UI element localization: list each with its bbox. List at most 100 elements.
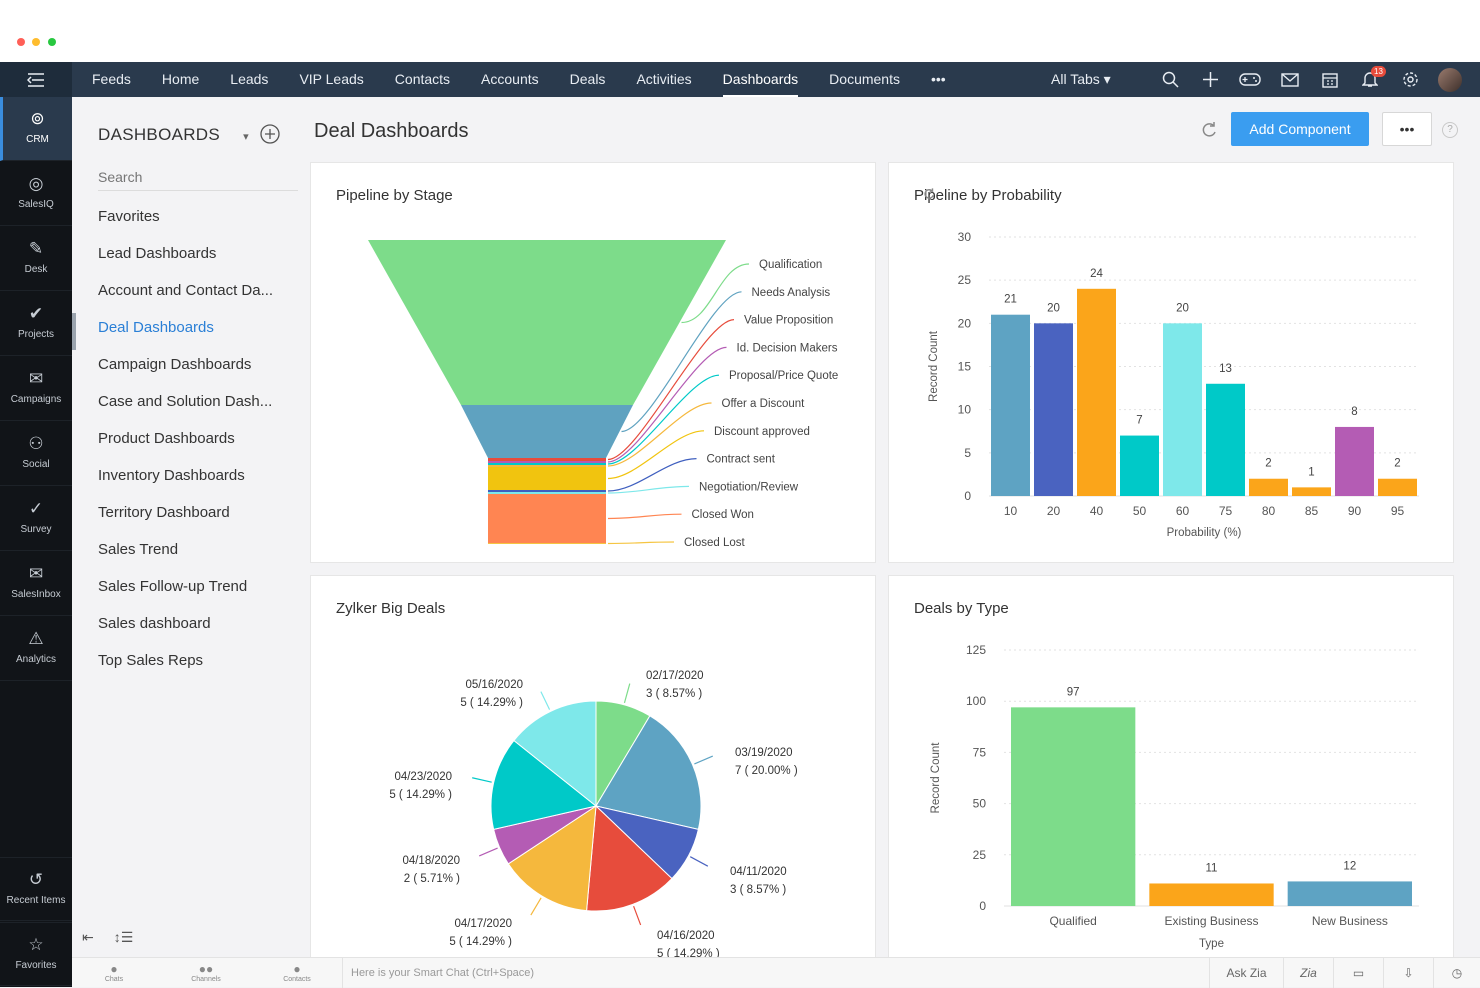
menu-toggle-icon[interactable]: [0, 62, 72, 97]
y-tick-label: 25: [958, 273, 972, 287]
reorder-list-icon[interactable]: ↕☰: [113, 929, 134, 945]
bell-icon[interactable]: 13: [1350, 62, 1390, 97]
campaigns-icon: ✉: [28, 369, 44, 388]
tab-more[interactable]: •••: [930, 71, 946, 87]
help-icon[interactable]: ?: [1442, 122, 1458, 138]
y-tick-label: 0: [964, 489, 971, 503]
contacts-tab[interactable]: ● Contacts: [272, 962, 322, 983]
rail-item-campaigns[interactable]: ✉ Campaigns: [0, 357, 72, 421]
gear-icon[interactable]: [1390, 62, 1430, 97]
zia-icon[interactable]: Zia: [1283, 958, 1333, 988]
all-tabs-dropdown[interactable]: All Tabs ▾: [1051, 71, 1111, 87]
tab-deals[interactable]: Deals: [569, 71, 606, 87]
sidebar-footer: ⇤ ↕☰: [82, 929, 133, 946]
sidebar-item-account-and-contact-da[interactable]: Account and Contact Da...: [98, 282, 274, 299]
data-label: 1: [1308, 466, 1314, 478]
pipeline-probability-title: Pipeline by Probability: [914, 187, 1062, 204]
data-label: 12: [1343, 860, 1356, 872]
bar-85: [1292, 487, 1331, 496]
tab-documents[interactable]: Documents: [829, 71, 900, 87]
minimize-window-dot[interactable]: [32, 38, 40, 46]
rail-item-analytics[interactable]: ⚠ Analytics: [0, 617, 72, 681]
data-label: 7: [1136, 415, 1142, 427]
add-component-button[interactable]: Add Component: [1231, 112, 1369, 146]
sidebar-item-inventory-dashboards[interactable]: Inventory Dashboards: [98, 467, 245, 484]
funnel-segment-8: [488, 490, 606, 492]
add-circle-icon[interactable]: [260, 124, 280, 144]
sidebar-item-sales-trend[interactable]: Sales Trend: [98, 541, 179, 558]
pie-label-date: 05/16/2020: [465, 679, 523, 691]
rail-item-recent-items[interactable]: ↺ Recent Items: [0, 857, 72, 921]
bar-90: [1335, 426, 1374, 496]
sidebar-item-favorites[interactable]: Favorites: [98, 208, 160, 225]
pipeline-by-stage-card: Pipeline by Stage Qualification Needs Ana…: [310, 162, 876, 563]
rail-item-favorites[interactable]: ☆ Favorites: [0, 922, 72, 986]
tab-leads[interactable]: Leads: [230, 71, 269, 87]
funnel-label: Qualification: [759, 259, 822, 271]
refresh-icon[interactable]: [1199, 120, 1219, 140]
tab-contacts[interactable]: Contacts: [394, 71, 451, 87]
smart-chat-input[interactable]: Here is your Smart Chat (Ctrl+Space): [342, 958, 1208, 988]
user-avatar[interactable]: [1430, 62, 1470, 97]
more-options-button[interactable]: •••: [1382, 112, 1432, 146]
x-tick-label: 85: [1305, 504, 1319, 518]
rail-item-desk[interactable]: ✎ Desk: [0, 227, 72, 291]
sidebar-item-deal-dashboards[interactable]: Deal Dashboards: [98, 319, 214, 336]
sidebar-item-sales-dashboard[interactable]: Sales dashboard: [98, 615, 211, 632]
tab-accounts[interactable]: Accounts: [481, 71, 539, 87]
rail-item-projects[interactable]: ✔ Projects: [0, 292, 72, 356]
funnel-segment-11: [488, 543, 606, 544]
sidebar-item-sales-follow-up-trend[interactable]: Sales Follow-up Trend: [98, 578, 248, 595]
plus-icon[interactable]: [1190, 62, 1230, 97]
tab-activities[interactable]: Activities: [636, 71, 692, 87]
sidebar-item-product-dashboards[interactable]: Product Dashboards: [98, 430, 235, 447]
funnel-label: Offer a Discount: [722, 398, 806, 410]
tab-dashboards[interactable]: Dashboards: [722, 62, 799, 97]
projects-icon: ✔: [28, 304, 44, 323]
bar-50: [1120, 435, 1159, 496]
sidebar-item-case-and-solution-dash[interactable]: Case and Solution Dash...: [98, 393, 273, 410]
collapse-sidebar-icon[interactable]: ⇤: [82, 929, 94, 945]
pie-leader-line: [540, 691, 551, 710]
chevron-down-icon[interactable]: ▾: [243, 131, 249, 143]
channels-tab[interactable]: ●● Channels: [181, 962, 231, 983]
download-icon[interactable]: ⇩: [1383, 958, 1433, 988]
pie-label-value: 2 ( 5.71% ): [404, 873, 460, 885]
x-axis-label: Probability (%): [1167, 527, 1242, 539]
y-tick-label: 30: [958, 230, 972, 244]
search-icon[interactable]: [1150, 62, 1190, 97]
alarm-clock-icon[interactable]: ◷: [1433, 958, 1480, 988]
sidebar-item-top-sales-reps[interactable]: Top Sales Reps: [98, 652, 204, 669]
data-label: 2: [1265, 458, 1271, 470]
x-tick-label: 10: [1004, 504, 1018, 518]
tab-feeds[interactable]: Feeds: [92, 71, 131, 87]
deals-type-title: Deals by Type: [914, 600, 1009, 617]
maximize-window-dot[interactable]: [48, 38, 56, 46]
ask-zia-button[interactable]: Ask Zia: [1209, 958, 1283, 988]
rail-item-social[interactable]: ⚇ Social: [0, 422, 72, 486]
mail-icon[interactable]: [1270, 62, 1310, 97]
pie-label-value: 5 ( 14.29% ): [449, 936, 512, 948]
calendar-icon[interactable]: [1310, 62, 1350, 97]
deals-by-type-card: Deals by Type 0 25 50 75 100 125 97 Qualified 11…: [888, 575, 1454, 960]
pie-leader-line: [633, 905, 642, 926]
tab-home[interactable]: Home: [161, 71, 200, 87]
chart-refresh-icon[interactable]: [922, 187, 936, 201]
data-label: 20: [1047, 302, 1060, 314]
chats-tab[interactable]: ● Chats: [89, 962, 139, 983]
document-icon[interactable]: ▭: [1333, 958, 1383, 988]
sidebar-item-territory-dashboard[interactable]: Territory Dashboard: [98, 504, 230, 521]
funnel-label: Closed Lost: [684, 537, 746, 549]
rail-item-crm[interactable]: ⊚ CRM: [0, 97, 72, 161]
rail-item-salesinbox[interactable]: ✉ SalesInbox: [0, 552, 72, 616]
sidebar-item-campaign-dashboards[interactable]: Campaign Dashboards: [98, 356, 252, 373]
sidebar-item-lead-dashboards[interactable]: Lead Dashboards: [98, 245, 217, 262]
gamepad-icon[interactable]: [1230, 62, 1270, 97]
pie-leader-line: [623, 683, 631, 704]
rail-item-survey[interactable]: ✓ Survey: [0, 487, 72, 551]
funnel-segment-10: [488, 494, 606, 543]
close-window-dot[interactable]: [17, 38, 25, 46]
tab-vip-leads[interactable]: VIP Leads: [299, 71, 364, 87]
sidebar-search-input[interactable]: [98, 163, 298, 191]
rail-item-salesiq[interactable]: ◎ SalesIQ: [0, 162, 72, 226]
